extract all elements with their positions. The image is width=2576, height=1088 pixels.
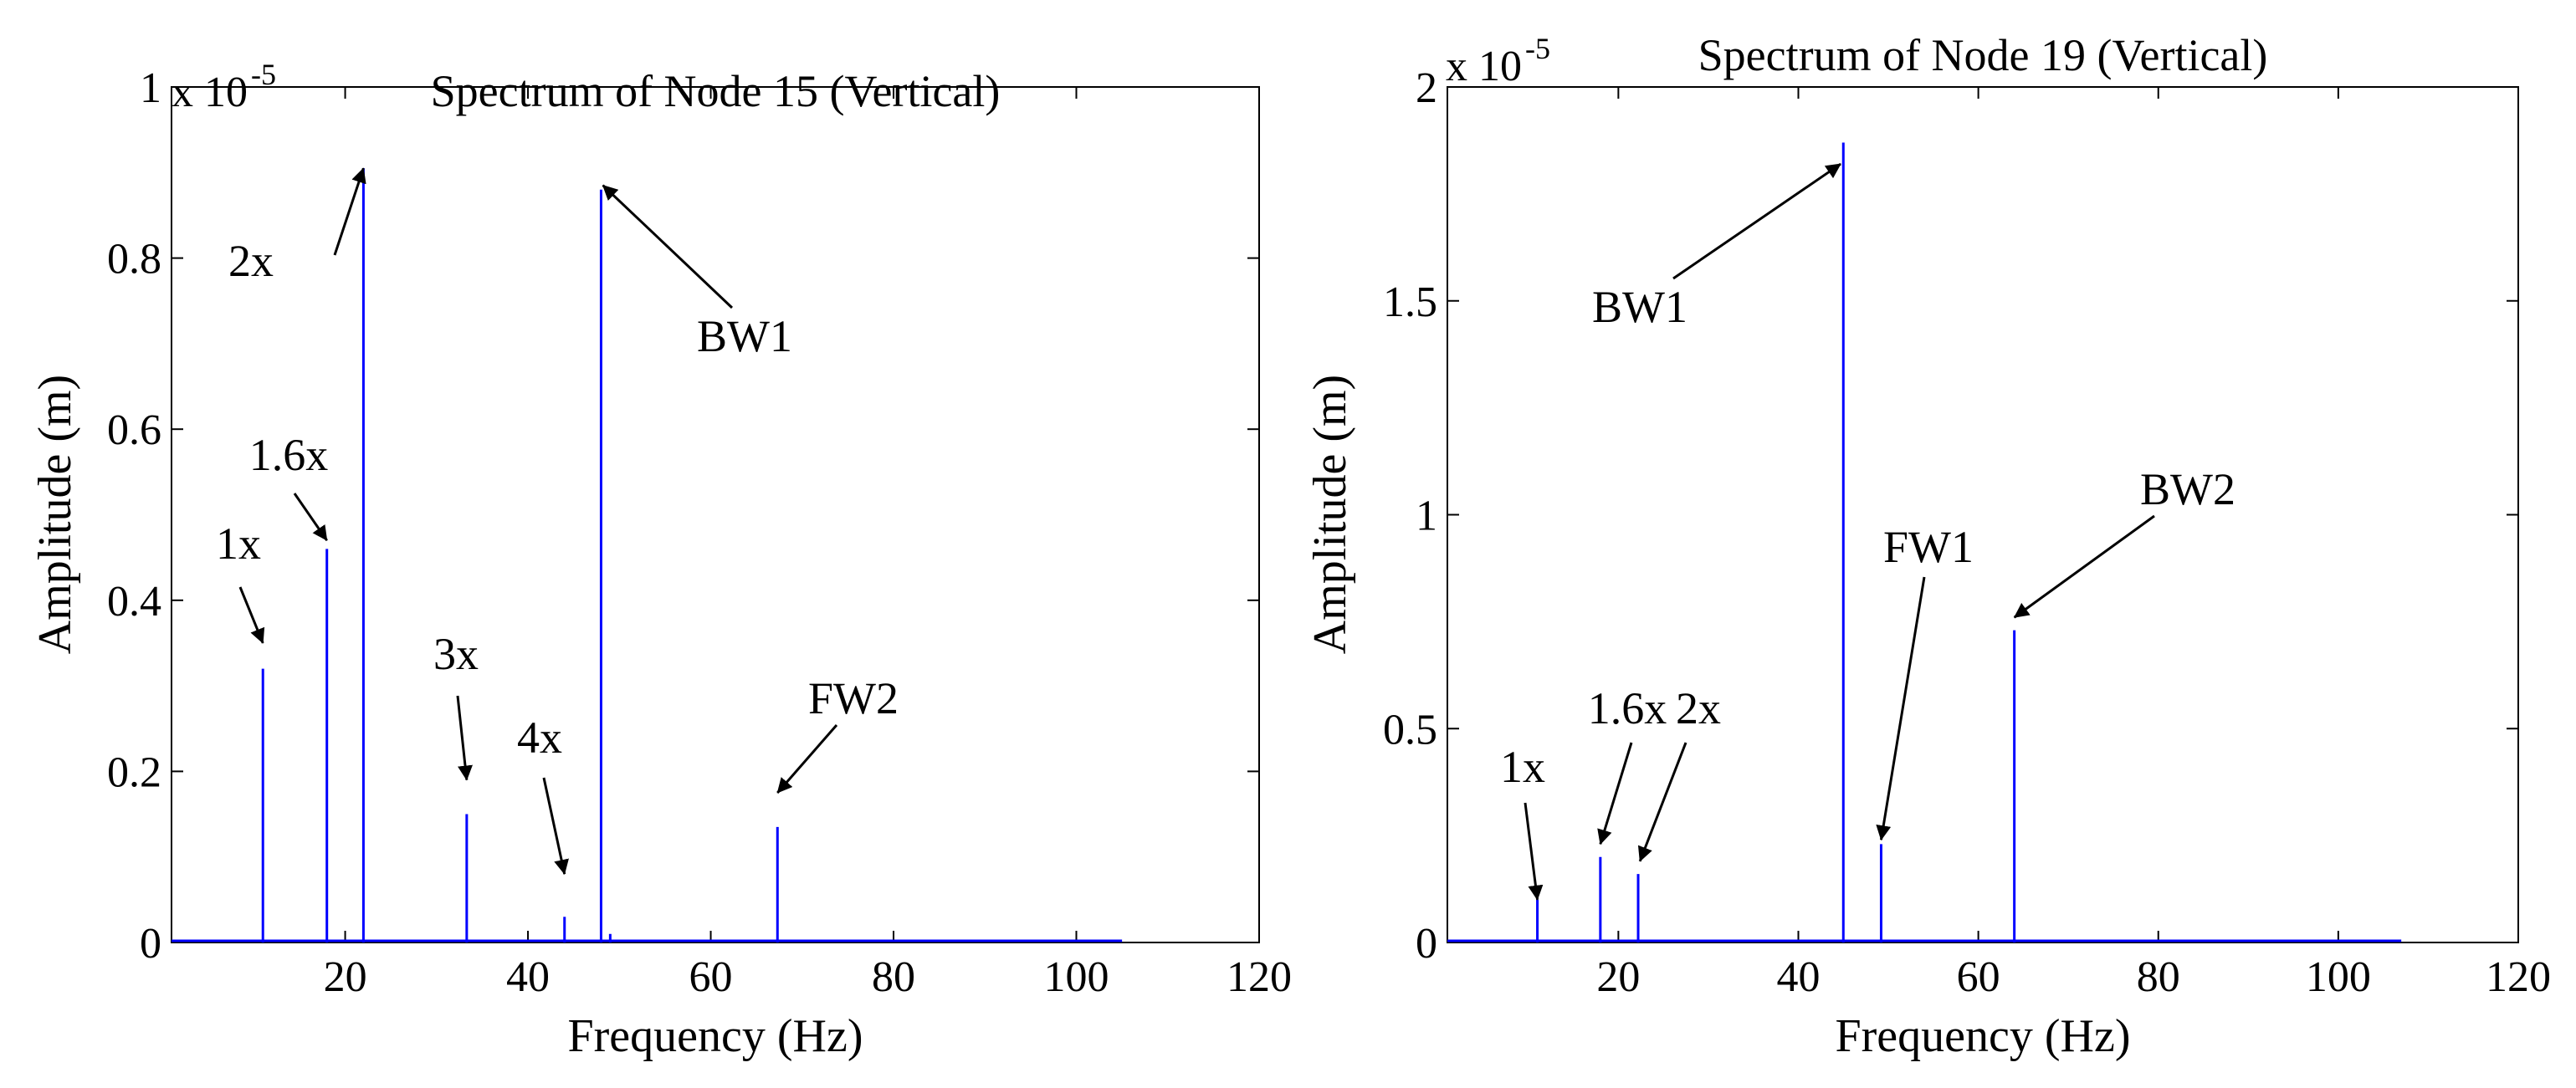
annotation-arrow: [333, 167, 366, 256]
x-tick-label: 120: [2486, 953, 2551, 1001]
x-tick-label: 40: [1776, 953, 1820, 1001]
y-tick-label: 1: [140, 64, 161, 112]
x-tick-label: 60: [689, 953, 733, 1001]
ylabel-node-15: Amplitude (m): [29, 375, 81, 654]
annotation-arrow: [1672, 162, 1841, 280]
annotation-arrow: [602, 184, 734, 309]
y-tick-label: 0.5: [1383, 706, 1437, 753]
y-tick-label: 0.8: [107, 236, 161, 283]
annotation-label: 2x: [1676, 683, 1721, 733]
annotation-arrow: [542, 777, 569, 876]
annotation-arrow: [1524, 802, 1544, 901]
annotation-label: 1x: [1500, 742, 1545, 792]
x-tick-label: 120: [1227, 953, 1292, 1001]
annotation-label: 2x: [228, 236, 274, 286]
y-tick-label: 0.2: [107, 748, 161, 796]
xlabel-node-15: Frequency (Hz): [568, 1010, 863, 1062]
xlabel-node-19: Frequency (Hz): [1836, 1010, 2131, 1062]
annotation-arrow: [1637, 742, 1687, 862]
x-tick-label: 100: [1044, 953, 1109, 1001]
y-tick-label: 0: [1416, 920, 1437, 968]
ticks-node-15: 20 40 60 80 100 120 0 0.2 0.4 0.6 0.8 1: [107, 64, 1292, 1001]
chart-node-19: Spectrum of Node 19 (Vertical) Frequency…: [1304, 30, 2551, 1062]
x-tick-label: 20: [1596, 953, 1640, 1001]
annotation-label: 4x: [517, 713, 562, 763]
annotation-label: 3x: [433, 629, 479, 679]
plot-area-node-15: [171, 86, 1260, 943]
annotation-label: FW1: [1883, 522, 1974, 572]
y-tick-label: 0: [140, 920, 161, 968]
annotation-arrow: [2013, 514, 2155, 619]
y-exponent-node-19: -5: [1525, 32, 1550, 65]
y-multiplier-node-15: x 10 -5: [172, 58, 276, 116]
annotations-node-19: BW1 FW1 BW2 1x 1.6x 2x: [1500, 162, 2235, 901]
y-tick-label: 2: [1416, 64, 1437, 112]
y-tick-label: 1.5: [1383, 278, 1437, 326]
annotation-label: 1.6x: [1588, 683, 1667, 733]
plot-area-node-19: [1447, 86, 2519, 943]
annotation-label: 1x: [216, 518, 261, 569]
x-tick-label: 20: [324, 953, 367, 1001]
annotations-node-15: 2x 1.6x 1x 3x 4x BW1 FW2: [216, 167, 899, 876]
x-tick-label: 80: [2137, 953, 2180, 1001]
annotation-label: BW2: [2140, 464, 2235, 514]
annotation-arrow: [1597, 742, 1633, 845]
annotation-label: 1.6x: [249, 430, 329, 480]
y-tick-label: 1: [1416, 493, 1437, 540]
annotation-arrow: [238, 586, 265, 644]
x-tick-label: 40: [506, 953, 550, 1001]
bars-node-15: [172, 168, 1123, 942]
y-multiplier-text-node-15: x 10: [172, 69, 248, 116]
annotation-label: BW1: [1592, 282, 1687, 332]
y-tick-label: 0.4: [107, 578, 161, 626]
annotation-arrow: [1876, 576, 1926, 841]
annotation-arrow: [456, 695, 473, 781]
y-multiplier-text-node-19: x 10: [1446, 43, 1522, 90]
x-tick-label: 60: [1957, 953, 2000, 1001]
annotation-arrow: [776, 724, 838, 794]
y-multiplier-node-19: x 10 -5: [1446, 32, 1550, 90]
annotation-label: BW1: [697, 311, 792, 361]
x-tick-label: 100: [2306, 953, 2371, 1001]
annotation-label: FW2: [808, 673, 899, 723]
title-node-15: Spectrum of Node 15 (Vertical): [431, 66, 1001, 116]
ticks-node-19: 20 40 60 80 100 120 0 0.5 1 1.5 2: [1383, 64, 2551, 1001]
chart-node-15: Spectrum of Node 15 (Vertical) Frequency…: [29, 58, 1292, 1062]
bars-node-19: [1447, 142, 2402, 942]
title-node-19: Spectrum of Node 19 (Vertical): [1698, 30, 2268, 80]
ylabel-node-19: Amplitude (m): [1304, 375, 1356, 654]
x-tick-label: 80: [872, 953, 915, 1001]
y-exponent-node-15: -5: [251, 58, 276, 91]
y-tick-label: 0.6: [107, 406, 161, 454]
annotation-arrow: [293, 493, 328, 542]
